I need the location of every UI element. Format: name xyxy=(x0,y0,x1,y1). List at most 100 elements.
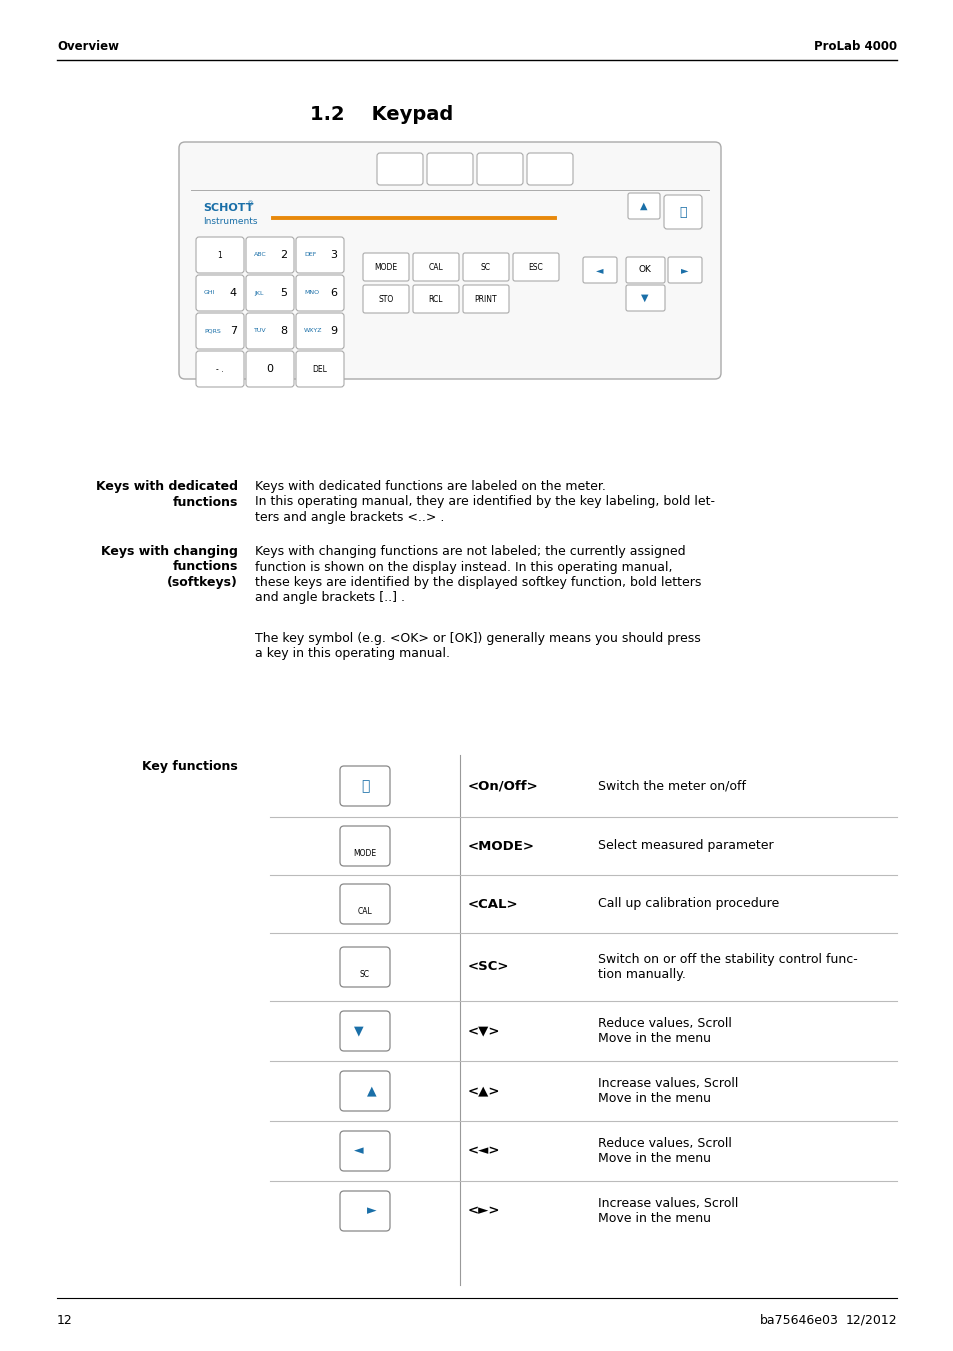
Text: GHI: GHI xyxy=(204,290,215,296)
FancyBboxPatch shape xyxy=(627,193,659,219)
Text: MODE: MODE xyxy=(353,848,376,858)
Text: Reduce values, Scroll: Reduce values, Scroll xyxy=(598,1017,731,1029)
Text: 1.2    Keypad: 1.2 Keypad xyxy=(310,105,453,124)
Text: WXYZ: WXYZ xyxy=(304,328,322,334)
Text: Reduce values, Scroll: Reduce values, Scroll xyxy=(598,1138,731,1150)
Text: TUV: TUV xyxy=(253,328,266,334)
Text: OK: OK xyxy=(638,266,651,274)
Text: Keys with dedicated functions are labeled on the meter.: Keys with dedicated functions are labele… xyxy=(254,480,605,493)
FancyBboxPatch shape xyxy=(513,253,558,281)
Text: PQRS: PQRS xyxy=(204,328,220,334)
FancyBboxPatch shape xyxy=(363,253,409,281)
Text: functions: functions xyxy=(172,561,237,574)
Text: MNO: MNO xyxy=(304,290,319,296)
FancyBboxPatch shape xyxy=(462,253,509,281)
Text: ba75646e03: ba75646e03 xyxy=(760,1313,838,1327)
Text: Move in the menu: Move in the menu xyxy=(598,1032,710,1046)
FancyBboxPatch shape xyxy=(376,153,422,185)
Text: 7: 7 xyxy=(230,326,236,336)
FancyBboxPatch shape xyxy=(625,285,664,311)
FancyBboxPatch shape xyxy=(363,285,409,313)
Text: ABC: ABC xyxy=(253,253,267,258)
Text: ▼: ▼ xyxy=(354,1024,363,1038)
Text: function is shown on the display instead. In this operating manual,: function is shown on the display instead… xyxy=(254,561,672,574)
Text: Overview: Overview xyxy=(57,41,119,54)
FancyBboxPatch shape xyxy=(195,276,244,311)
Text: SCHOTT: SCHOTT xyxy=(203,203,253,213)
Text: 12: 12 xyxy=(57,1313,72,1327)
FancyBboxPatch shape xyxy=(339,825,390,866)
Text: <MODE>: <MODE> xyxy=(468,839,535,852)
Text: ►: ► xyxy=(366,1205,375,1217)
Text: MODE: MODE xyxy=(374,262,397,272)
FancyBboxPatch shape xyxy=(339,1131,390,1171)
Text: 8: 8 xyxy=(279,326,287,336)
FancyBboxPatch shape xyxy=(246,313,294,349)
FancyBboxPatch shape xyxy=(195,351,244,386)
FancyBboxPatch shape xyxy=(179,142,720,380)
FancyBboxPatch shape xyxy=(526,153,573,185)
Text: ▲: ▲ xyxy=(366,1085,375,1097)
Text: Keys with changing functions are not labeled; the currently assigned: Keys with changing functions are not lab… xyxy=(254,544,685,558)
Text: ProLab 4000: ProLab 4000 xyxy=(813,41,896,54)
Text: Keys with dedicated: Keys with dedicated xyxy=(96,480,237,493)
Text: SC: SC xyxy=(480,262,491,272)
Text: ◄: ◄ xyxy=(354,1144,363,1158)
Text: Select measured parameter: Select measured parameter xyxy=(598,839,773,852)
FancyBboxPatch shape xyxy=(625,257,664,282)
Text: Increase values, Scroll: Increase values, Scroll xyxy=(598,1077,738,1090)
Text: ◄: ◄ xyxy=(596,265,603,276)
Text: CAL: CAL xyxy=(357,907,372,916)
Text: 2: 2 xyxy=(279,250,287,259)
FancyBboxPatch shape xyxy=(195,236,244,273)
Text: 5: 5 xyxy=(280,288,287,299)
Text: SC: SC xyxy=(359,970,370,978)
Text: Increase values, Scroll: Increase values, Scroll xyxy=(598,1197,738,1210)
Text: Switch on or off the stability control func-: Switch on or off the stability control f… xyxy=(598,952,857,966)
FancyBboxPatch shape xyxy=(295,313,344,349)
Text: RCL: RCL xyxy=(428,295,443,304)
Text: 1: 1 xyxy=(217,250,222,259)
FancyBboxPatch shape xyxy=(339,947,390,988)
FancyBboxPatch shape xyxy=(663,195,701,230)
FancyBboxPatch shape xyxy=(295,351,344,386)
FancyBboxPatch shape xyxy=(413,285,458,313)
FancyBboxPatch shape xyxy=(339,1071,390,1111)
FancyBboxPatch shape xyxy=(667,257,701,282)
Text: In this operating manual, they are identified by the key labeling, bold let-: In this operating manual, they are ident… xyxy=(254,496,714,508)
Text: Switch the meter on/off: Switch the meter on/off xyxy=(598,780,745,793)
Text: these keys are identified by the displayed softkey function, bold letters: these keys are identified by the display… xyxy=(254,576,700,589)
Text: (softkeys): (softkeys) xyxy=(167,576,237,589)
Text: Instruments: Instruments xyxy=(203,218,257,227)
Text: Move in the menu: Move in the menu xyxy=(598,1092,710,1105)
Text: Move in the menu: Move in the menu xyxy=(598,1212,710,1225)
Text: 3: 3 xyxy=(330,250,336,259)
FancyBboxPatch shape xyxy=(413,253,458,281)
Text: - .: - . xyxy=(216,365,224,373)
Text: ®: ® xyxy=(247,201,253,207)
Text: JKL: JKL xyxy=(253,290,263,296)
Text: functions: functions xyxy=(172,496,237,508)
FancyBboxPatch shape xyxy=(476,153,522,185)
FancyBboxPatch shape xyxy=(246,236,294,273)
Text: ⏻: ⏻ xyxy=(360,780,369,793)
Text: <▼>: <▼> xyxy=(468,1024,500,1038)
Text: and angle brackets [..] .: and angle brackets [..] . xyxy=(254,592,405,604)
FancyBboxPatch shape xyxy=(246,351,294,386)
Text: ters and angle brackets <..> .: ters and angle brackets <..> . xyxy=(254,511,444,524)
Text: <►>: <►> xyxy=(468,1205,500,1217)
Text: ⏻: ⏻ xyxy=(679,205,686,219)
Text: DEF: DEF xyxy=(304,253,316,258)
FancyBboxPatch shape xyxy=(295,276,344,311)
FancyBboxPatch shape xyxy=(195,313,244,349)
Text: <CAL>: <CAL> xyxy=(468,897,518,911)
Text: Keys with changing: Keys with changing xyxy=(101,544,237,558)
Text: <◄>: <◄> xyxy=(468,1144,500,1158)
Text: PRINT: PRINT xyxy=(475,295,497,304)
Text: <On/Off>: <On/Off> xyxy=(468,780,538,793)
Text: <SC>: <SC> xyxy=(468,961,509,974)
Text: Key functions: Key functions xyxy=(142,761,237,773)
Text: Call up calibration procedure: Call up calibration procedure xyxy=(598,897,779,911)
FancyBboxPatch shape xyxy=(427,153,473,185)
Text: a key in this operating manual.: a key in this operating manual. xyxy=(254,647,450,661)
